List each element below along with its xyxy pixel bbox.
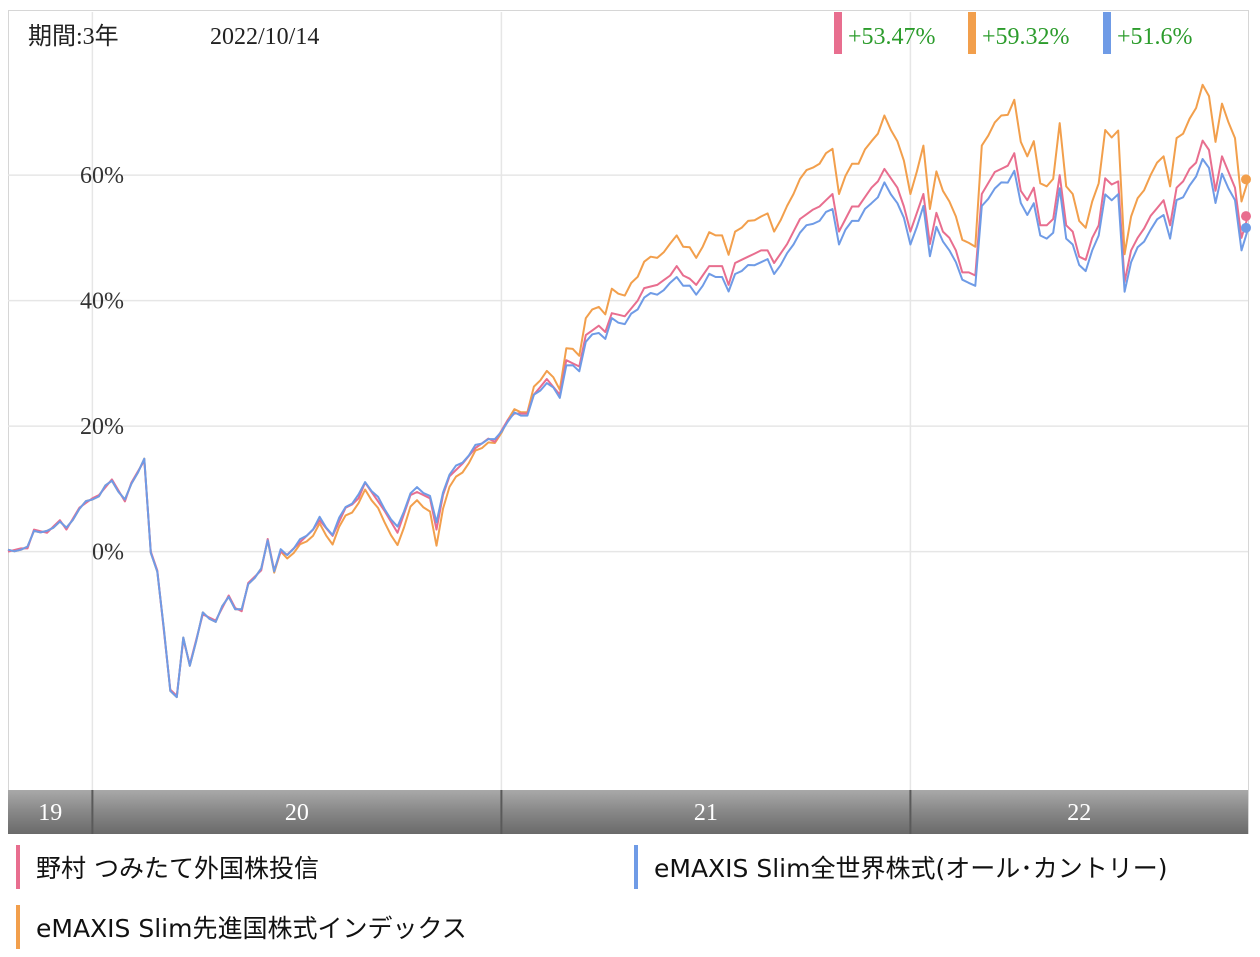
period-label: 期間:3年 [28,23,119,50]
legend-swatch [16,905,20,949]
legend-label: eMAXIS Slim全世界株式(オール･カントリー) [654,854,1168,883]
chart-border [8,10,1249,834]
line-chart: 0% 20% 40% 60% 期間:3年 2022/10/14 +53.47% +59.… [7,10,1251,834]
x-axis-band-bg [8,790,1248,834]
chart-area: 0% 20% 40% 60% 期間:3年 2022/10/14 +53.47% +59.… [7,10,1251,834]
legend-item-developed: eMAXIS Slim先進国株式インデックス [16,904,467,950]
legend-item-all-country: eMAXIS Slim全世界株式(オール･カントリー) [634,844,1168,890]
series-end-marker [1241,211,1251,222]
legend-swatch [634,845,638,889]
y-tick-label: 20% [80,414,124,440]
series-lines [7,83,1251,699]
x-period-label: 20 [285,800,309,826]
x-period-label: 22 [1067,800,1091,826]
return-value: +51.6% [1117,24,1193,50]
y-tick-label: 40% [80,289,124,315]
series-end-marker [1241,174,1251,185]
return-value: +53.47% [848,24,936,50]
return-swatch [1103,12,1111,54]
return-value: +59.32% [982,24,1070,50]
series-line [7,158,1249,699]
grid-lines [8,12,1248,790]
return-swatch [834,12,842,54]
x-period-label: 21 [694,800,718,826]
x-axis-band: 19 20 21 22 [8,790,1248,834]
x-period-label: 19 [38,800,62,826]
date-label: 2022/10/14 [210,24,319,50]
y-axis: 0% 20% 40% 60% [80,163,124,565]
legend-swatch [16,845,20,889]
return-badges: +53.47% +59.32% +51.6% [834,12,1193,54]
legend-item-nomura: 野村 つみたて外国株投信 [16,844,319,890]
y-tick-label: 0% [92,540,124,566]
legend-label: eMAXIS Slim先進国株式インデックス [36,914,467,943]
return-swatch [968,12,976,54]
y-tick-label: 60% [80,163,124,189]
legend: 野村 つみたて外国株投信 eMAXIS Slim全世界株式(オール･カントリー)… [0,840,1260,957]
series-line [7,139,1249,697]
legend-label: 野村 つみたて外国株投信 [36,854,319,883]
series-end-marker [1241,222,1251,233]
